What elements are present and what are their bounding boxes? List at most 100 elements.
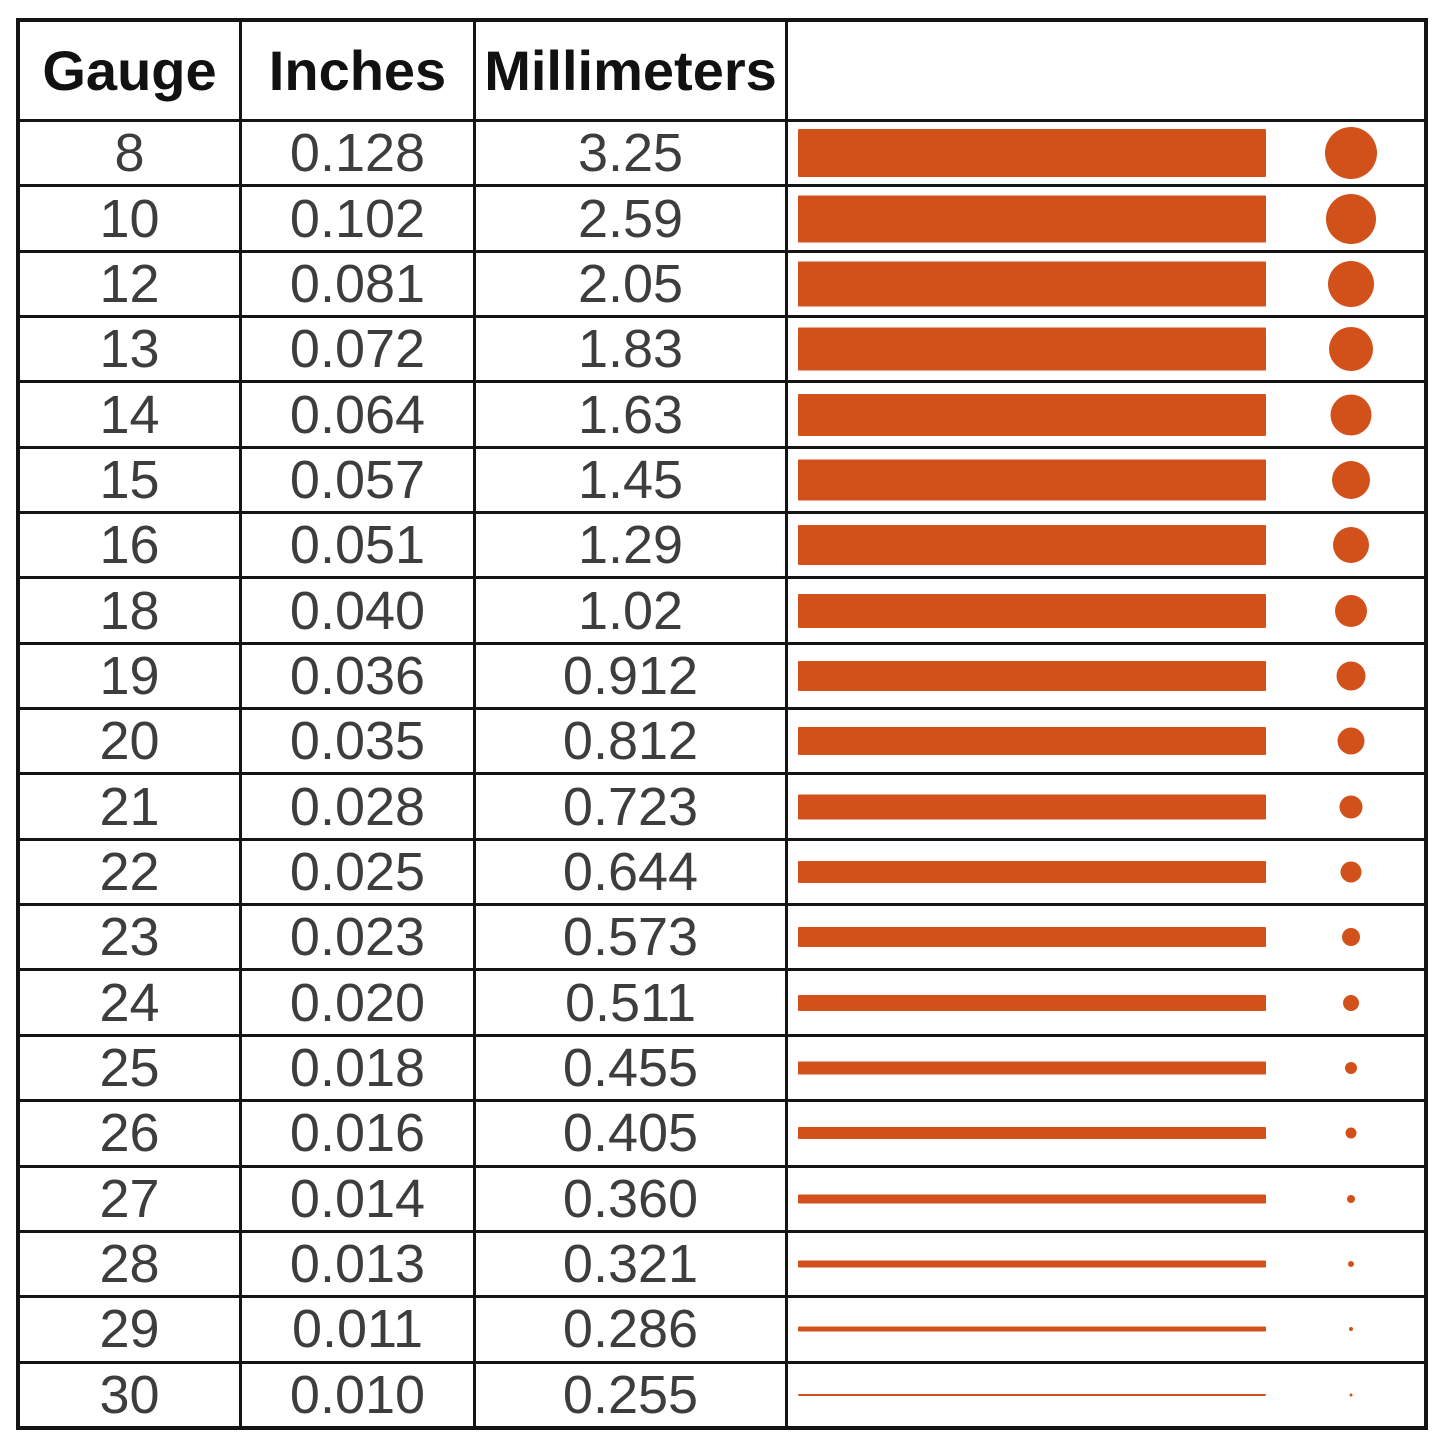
millimeters-cell: 0.912	[476, 644, 788, 708]
inches-cell: 0.020	[242, 971, 476, 1034]
gauge-cell: 27	[20, 1167, 242, 1230]
wire-thickness-bar	[798, 1127, 1266, 1140]
header-visual	[788, 22, 1424, 119]
gauge-cell: 21	[20, 775, 242, 838]
table-row: 25 0.018 0.455	[20, 1033, 1424, 1100]
table-row: 20 0.035 0.812	[20, 707, 1424, 773]
inches-cell: 0.023	[242, 906, 476, 969]
gauge-cell: 23	[20, 906, 242, 969]
wire-thickness-bar	[798, 994, 1266, 1011]
wire-thickness-bar	[798, 195, 1266, 243]
visual-cell	[788, 383, 1424, 445]
gauge-cell: 13	[20, 318, 242, 381]
visual-cell	[788, 971, 1424, 1033]
millimeters-cell: 0.573	[476, 906, 788, 969]
inches-cell: 0.028	[242, 775, 476, 838]
wire-thickness-bar	[798, 1393, 1266, 1396]
visual-cell	[788, 122, 1424, 184]
table-row: 21 0.028 0.723	[20, 772, 1424, 838]
gauge-cell: 24	[20, 971, 242, 1034]
millimeters-cell: 0.723	[476, 775, 788, 838]
wire-diameter-dot	[1349, 1393, 1353, 1397]
table-row: 13 0.072 1.83	[20, 315, 1424, 381]
wire-thickness-bar	[798, 593, 1266, 628]
visual-cell	[788, 645, 1424, 707]
inches-cell: 0.035	[242, 710, 476, 773]
header-gauge: Gauge	[20, 22, 242, 119]
millimeters-cell: 0.455	[476, 1036, 788, 1100]
gauge-cell: 28	[20, 1232, 242, 1296]
millimeters-cell: 0.255	[476, 1363, 788, 1426]
gauge-cell: 20	[20, 710, 242, 773]
visual-cell	[788, 1037, 1424, 1099]
wire-diameter-dot	[1333, 527, 1369, 564]
wire-thickness-bar	[798, 459, 1266, 501]
gauge-cell: 22	[20, 840, 242, 904]
wire-diameter-dot	[1345, 1127, 1357, 1139]
inches-cell: 0.102	[242, 187, 476, 250]
wire-thickness-bar	[798, 727, 1266, 756]
inches-cell: 0.013	[242, 1232, 476, 1296]
wire-thickness-bar	[798, 1260, 1266, 1268]
header-row: Gauge Inches Millimeters	[20, 22, 1424, 119]
gauge-cell: 8	[20, 122, 242, 185]
wire-thickness-bar	[798, 660, 1266, 691]
wire-diameter-dot	[1349, 1327, 1353, 1332]
table-row: 24 0.020 0.511	[20, 968, 1424, 1034]
wire-diameter-dot	[1339, 795, 1363, 819]
wire-diameter-dot	[1330, 394, 1372, 436]
millimeters-cell: 0.360	[476, 1167, 788, 1230]
inches-cell: 0.016	[242, 1102, 476, 1165]
wire-diameter-dot	[1345, 1061, 1357, 1074]
wire-diameter-dot	[1343, 994, 1359, 1011]
visual-cell	[788, 253, 1424, 315]
gauge-cell: 26	[20, 1102, 242, 1165]
inches-cell: 0.040	[242, 579, 476, 642]
wire-thickness-bar	[798, 261, 1266, 307]
table-row: 15 0.057 1.45	[20, 445, 1424, 512]
wire-diameter-dot	[1335, 594, 1367, 627]
visual-cell	[788, 187, 1424, 249]
wire-thickness-bar	[798, 1194, 1266, 1204]
wire-thickness-bar	[798, 927, 1266, 948]
gauge-cell: 16	[20, 514, 242, 577]
gauge-cell: 10	[20, 187, 242, 250]
millimeters-cell: 1.29	[476, 514, 788, 577]
inches-cell: 0.014	[242, 1167, 476, 1230]
table-row: 27 0.014 0.360	[20, 1164, 1424, 1230]
millimeters-cell: 1.83	[476, 318, 788, 381]
wire-diameter-dot	[1342, 928, 1360, 947]
wire-diameter-dot	[1336, 661, 1366, 691]
inches-cell: 0.018	[242, 1036, 476, 1100]
table-row: 12 0.081 2.05	[20, 249, 1424, 316]
visual-cell	[788, 449, 1424, 511]
inches-cell: 0.081	[242, 252, 476, 316]
millimeters-cell: 1.63	[476, 383, 788, 446]
wire-thickness-bar	[798, 525, 1266, 566]
table-row: 18 0.040 1.02	[20, 576, 1424, 642]
wire-thickness-bar	[798, 860, 1266, 883]
millimeters-cell: 3.25	[476, 122, 788, 185]
wire-thickness-bar	[798, 1061, 1266, 1075]
wire-gauge-table: Gauge Inches Millimeters 8 0.128 3.25 10 0.1…	[16, 18, 1428, 1430]
millimeters-cell: 0.321	[476, 1232, 788, 1296]
millimeters-cell: 0.286	[476, 1298, 788, 1361]
visual-cell	[788, 906, 1424, 968]
inches-cell: 0.072	[242, 318, 476, 381]
table-row: 28 0.013 0.321	[20, 1229, 1424, 1296]
table-row: 19 0.036 0.912	[20, 641, 1424, 708]
millimeters-cell: 0.405	[476, 1102, 788, 1165]
wire-thickness-bar	[798, 794, 1266, 820]
visual-cell	[788, 318, 1424, 380]
millimeters-cell: 1.45	[476, 448, 788, 512]
visual-cell	[788, 1298, 1424, 1360]
inches-cell: 0.036	[242, 644, 476, 708]
wire-diameter-dot	[1340, 861, 1362, 883]
wire-thickness-bar	[798, 129, 1266, 178]
millimeters-cell: 1.02	[476, 579, 788, 642]
wire-thickness-bar	[798, 1326, 1266, 1332]
millimeters-cell: 2.59	[476, 187, 788, 250]
gauge-cell: 15	[20, 448, 242, 512]
visual-cell	[788, 514, 1424, 576]
